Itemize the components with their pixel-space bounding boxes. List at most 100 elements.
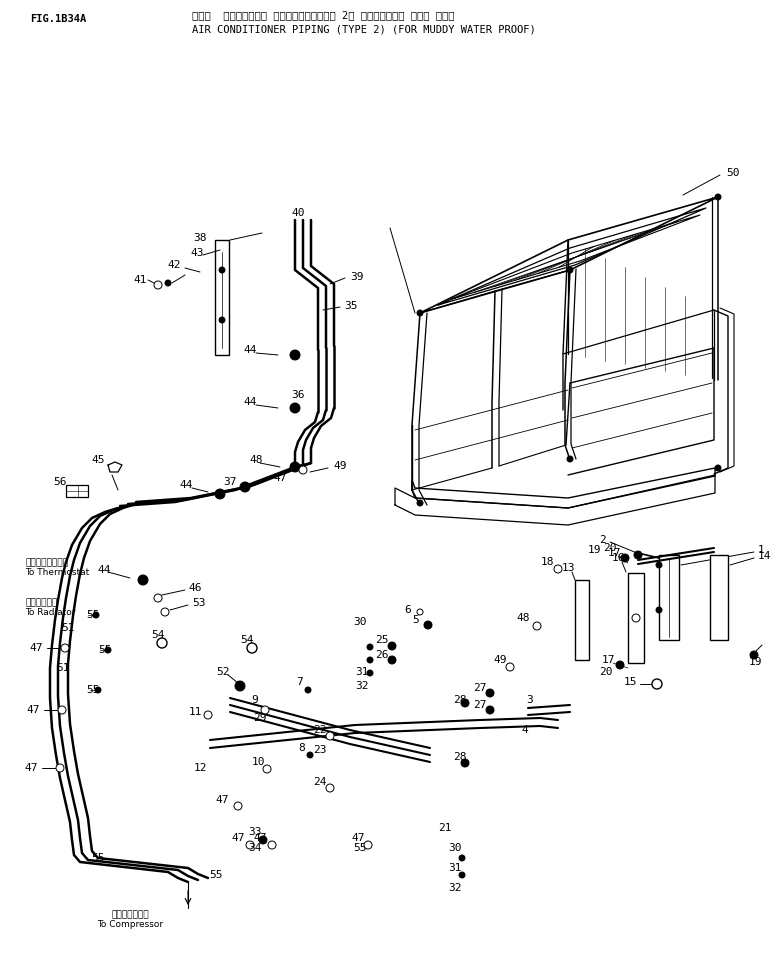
Bar — [710, 555, 728, 640]
Circle shape — [138, 575, 148, 585]
Text: 12: 12 — [193, 763, 207, 773]
Text: 51: 51 — [61, 623, 74, 633]
Text: 47: 47 — [216, 795, 229, 805]
Circle shape — [299, 466, 307, 474]
Text: 31: 31 — [355, 667, 368, 677]
Text: 6: 6 — [405, 605, 412, 615]
Circle shape — [459, 872, 465, 878]
Bar — [659, 555, 679, 640]
Circle shape — [417, 609, 423, 615]
Text: サーモスタットへ: サーモスタットへ — [25, 558, 68, 567]
Text: エアー  コンディショナ パイピング（タイプ＊ 2） （トゥロミス＊ ボゥシ ヨウ）: エアー コンディショナ パイピング（タイプ＊ 2） （トゥロミス＊ ボゥシ ヨウ… — [192, 10, 455, 20]
Circle shape — [58, 706, 66, 714]
Text: 5: 5 — [412, 615, 419, 625]
Text: 9: 9 — [252, 695, 259, 705]
Text: 28: 28 — [453, 752, 466, 762]
Text: 54: 54 — [240, 635, 254, 645]
Circle shape — [567, 456, 573, 462]
Text: 52: 52 — [216, 667, 230, 677]
Circle shape — [417, 500, 423, 506]
Circle shape — [656, 607, 662, 613]
Text: 18: 18 — [540, 557, 554, 567]
Circle shape — [165, 280, 171, 286]
Text: 47: 47 — [273, 473, 286, 483]
Circle shape — [533, 622, 541, 630]
Text: 24: 24 — [314, 777, 327, 787]
Circle shape — [154, 594, 162, 602]
Circle shape — [95, 687, 101, 693]
Circle shape — [259, 836, 267, 844]
Text: 55: 55 — [86, 610, 100, 620]
Text: 2: 2 — [599, 535, 606, 545]
Text: 47: 47 — [30, 643, 43, 653]
Text: To Thermostat: To Thermostat — [25, 568, 89, 577]
Circle shape — [93, 612, 99, 618]
Text: 47: 47 — [253, 833, 267, 843]
Circle shape — [290, 462, 300, 472]
Text: 4: 4 — [521, 725, 528, 735]
Circle shape — [461, 759, 469, 767]
Circle shape — [715, 194, 721, 200]
Circle shape — [486, 689, 494, 697]
Circle shape — [290, 403, 300, 413]
Circle shape — [240, 482, 250, 492]
Circle shape — [506, 663, 514, 671]
Text: 25: 25 — [376, 635, 389, 645]
Text: 47: 47 — [351, 833, 365, 843]
Text: 50: 50 — [726, 168, 739, 178]
Circle shape — [234, 802, 242, 810]
Text: 16: 16 — [612, 553, 625, 563]
Circle shape — [715, 465, 721, 471]
Text: 38: 38 — [193, 233, 207, 243]
Text: 54: 54 — [151, 630, 165, 640]
Text: 48: 48 — [249, 455, 263, 465]
Circle shape — [486, 706, 494, 714]
Text: 44: 44 — [97, 565, 111, 575]
Text: 14: 14 — [758, 551, 771, 561]
Text: 28: 28 — [453, 695, 466, 705]
Text: 55: 55 — [86, 685, 100, 695]
Circle shape — [367, 670, 373, 676]
Circle shape — [621, 554, 629, 562]
Bar — [575, 580, 589, 660]
Circle shape — [154, 281, 162, 289]
Text: 22: 22 — [314, 725, 327, 735]
Circle shape — [459, 855, 465, 861]
Text: 39: 39 — [350, 272, 364, 282]
Text: 47: 47 — [27, 705, 40, 715]
Circle shape — [161, 608, 169, 616]
Circle shape — [554, 565, 562, 573]
Text: 42: 42 — [167, 260, 181, 270]
Text: 7: 7 — [296, 677, 303, 687]
Circle shape — [367, 644, 373, 650]
Text: 8: 8 — [299, 743, 306, 753]
Text: 27: 27 — [474, 700, 487, 710]
Circle shape — [263, 765, 271, 773]
Text: 55: 55 — [98, 645, 112, 655]
Bar — [215, 240, 229, 355]
Text: 29: 29 — [253, 713, 267, 723]
Text: ラジェータへ: ラジェータへ — [25, 598, 57, 607]
Text: 41: 41 — [133, 275, 147, 285]
Text: 33: 33 — [249, 827, 262, 837]
Circle shape — [417, 310, 423, 316]
Text: 55: 55 — [354, 843, 367, 853]
Circle shape — [219, 267, 225, 273]
Circle shape — [326, 784, 334, 792]
Text: 32: 32 — [448, 883, 462, 893]
Text: 49: 49 — [493, 655, 506, 665]
Text: 19: 19 — [587, 545, 601, 555]
Text: 37: 37 — [223, 477, 237, 487]
Circle shape — [307, 752, 313, 758]
Circle shape — [632, 614, 640, 622]
Text: 3: 3 — [527, 695, 533, 705]
Circle shape — [326, 732, 334, 740]
Text: 45: 45 — [91, 455, 105, 465]
Text: 55: 55 — [209, 870, 223, 880]
Text: 17: 17 — [601, 655, 615, 665]
Circle shape — [652, 679, 662, 689]
Bar — [66, 485, 88, 497]
Text: 20: 20 — [599, 667, 613, 677]
Circle shape — [461, 699, 469, 707]
Circle shape — [750, 651, 758, 659]
